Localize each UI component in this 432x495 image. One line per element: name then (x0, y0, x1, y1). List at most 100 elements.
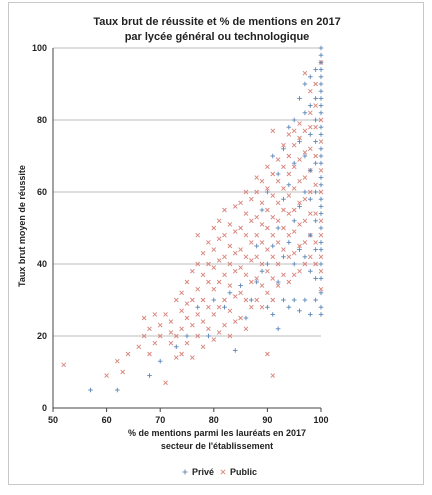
data-point-prive (238, 283, 243, 288)
data-point-prive (281, 297, 286, 303)
data-point-public (297, 178, 302, 184)
data-point-public (168, 340, 174, 346)
data-point-public (200, 272, 206, 278)
data-point-prive (115, 387, 120, 393)
data-point-prive (318, 240, 324, 245)
x-tick-labels: 50 60 70 80 90 100 (48, 415, 329, 425)
x-tick-label: 60 (102, 415, 112, 425)
data-point-prive (281, 254, 286, 260)
series-prive-points (88, 45, 324, 393)
data-point-public (243, 297, 249, 303)
data-point-public (200, 250, 206, 256)
data-point-public (211, 312, 217, 317)
data-point-prive (318, 153, 324, 159)
data-point-prive (318, 304, 324, 310)
data-point-public (286, 211, 292, 216)
data-point-prive (286, 304, 292, 310)
data-point-prive (270, 153, 276, 159)
data-point-public (265, 164, 270, 170)
data-point-public (291, 128, 297, 134)
data-point-public (157, 322, 163, 328)
data-point-prive (184, 333, 190, 339)
data-point-prive (275, 279, 281, 285)
data-point-prive (270, 243, 276, 249)
data-point-public (216, 218, 222, 224)
data-point-public (173, 355, 179, 360)
data-point-public (216, 304, 222, 310)
data-point-public (313, 240, 318, 245)
data-point-public (104, 373, 109, 378)
data-point-prive (318, 196, 324, 202)
data-point-prive (270, 312, 276, 317)
data-point-public (249, 279, 254, 285)
data-point-public (259, 222, 265, 227)
data-point-public (184, 340, 190, 346)
data-point-public (297, 135, 302, 141)
data-point-prive (307, 268, 313, 274)
data-point-public (222, 322, 227, 328)
data-point-public (286, 232, 292, 238)
data-point-public (270, 254, 276, 260)
data-point-public (243, 326, 249, 332)
data-point-public (281, 272, 286, 278)
data-point-public (238, 290, 243, 296)
data-point-prive (302, 153, 308, 159)
data-point-prive (313, 96, 318, 101)
data-point-prive (302, 110, 308, 116)
data-point-public (200, 344, 206, 350)
data-point-public (179, 326, 184, 332)
data-point-prive (259, 207, 265, 213)
data-point-public (270, 214, 276, 220)
data-point-public (152, 312, 158, 317)
data-point-public (125, 351, 131, 357)
data-point-prive (307, 132, 313, 137)
data-point-public (313, 124, 318, 130)
data-point-public (307, 88, 313, 94)
data-point-prive (318, 146, 324, 152)
data-point-prive (307, 168, 313, 173)
data-point-public (115, 358, 120, 364)
data-point-public (163, 312, 168, 317)
data-point-prive (307, 103, 313, 108)
x-tick-label: 50 (48, 415, 58, 425)
data-point-public (206, 279, 211, 285)
legend-label-public: Public (230, 467, 257, 477)
data-point-prive (157, 358, 163, 364)
data-point-prive (318, 290, 324, 296)
data-point-public (265, 290, 270, 296)
data-point-public (297, 157, 302, 162)
data-point-public (259, 261, 265, 267)
data-point-public (227, 261, 233, 267)
data-point-prive (291, 261, 297, 267)
data-point-public (275, 218, 281, 224)
data-point-public (211, 337, 217, 342)
data-point-public (281, 186, 286, 191)
data-point-public (136, 344, 142, 350)
data-point-public (61, 362, 67, 368)
data-point-public (302, 261, 308, 267)
data-point-prive (302, 81, 308, 87)
data-point-prive (254, 243, 259, 249)
y-tick-label: 0 (42, 403, 47, 413)
data-point-public (318, 168, 324, 173)
data-point-public (318, 254, 324, 260)
data-point-public (291, 186, 297, 191)
data-point-prive (211, 297, 217, 303)
data-point-prive (286, 182, 292, 188)
data-point-public (195, 333, 201, 339)
data-point-public (270, 373, 276, 378)
data-point-public (291, 207, 297, 213)
data-point-prive (307, 232, 313, 238)
data-point-public (243, 211, 249, 216)
data-point-public (232, 319, 238, 324)
data-point-public (190, 322, 195, 328)
data-point-prive (302, 189, 308, 195)
data-point-public (238, 265, 243, 270)
data-point-public (313, 81, 318, 87)
data-point-public (173, 333, 179, 339)
data-point-prive (265, 304, 270, 310)
data-point-public (227, 308, 233, 314)
data-point-prive (297, 247, 302, 252)
data-point-public (265, 186, 270, 191)
gridlines (53, 47, 321, 337)
